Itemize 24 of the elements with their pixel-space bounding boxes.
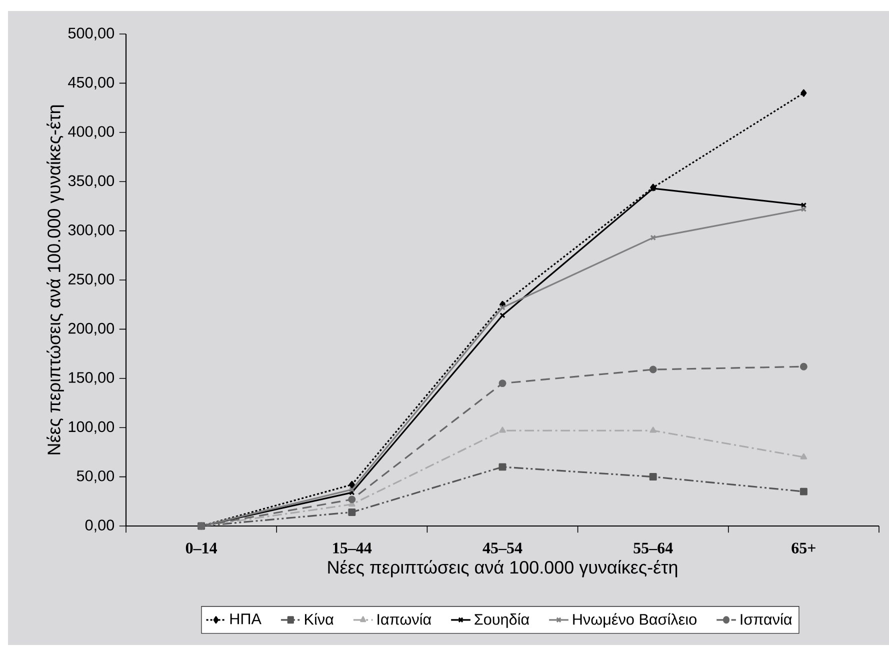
y-tick-label: 450,00 (68, 76, 114, 90)
y-tick-label: 250,00 (68, 274, 114, 286)
x-tick-label: 0–14 (186, 542, 217, 554)
x-tick-label: 15–44 (333, 542, 372, 554)
legend-label: Ισπανία (740, 613, 792, 625)
x-axis-title: Νέες περιπτώσεις ανά 100.000 γυναίκες-έτη (328, 560, 678, 578)
y-tick-label: 100,00 (68, 421, 114, 434)
y-tick-label: 500,00 (68, 28, 114, 40)
y-tick-label: 400,00 (68, 126, 114, 139)
x-tick-label: 65+ (792, 542, 816, 554)
legend-label: ΗΠΑ (230, 614, 262, 624)
y-tick-label: 50,00 (76, 470, 114, 484)
y-tick-label: 0,00 (85, 520, 114, 532)
x-tick-label: 45–54 (482, 542, 522, 554)
legend-label: Ιαπωνία (378, 613, 432, 625)
y-tick-label: 200,00 (68, 322, 114, 336)
y-axis-title: Νέες περιπτώσεις ανά 100.000 γυναίκες-έτη (46, 105, 64, 454)
legend-label: Ηνωμένο Βασίλειο (573, 613, 696, 628)
x-tick-label: 55–64 (634, 542, 673, 554)
legend-label: Κίνα (305, 613, 334, 625)
y-tick-label: 300,00 (68, 224, 114, 238)
y-tick-label: 150,00 (68, 372, 114, 385)
y-tick-label: 350,00 (68, 175, 114, 188)
legend-label: Σουηδία (474, 613, 530, 628)
